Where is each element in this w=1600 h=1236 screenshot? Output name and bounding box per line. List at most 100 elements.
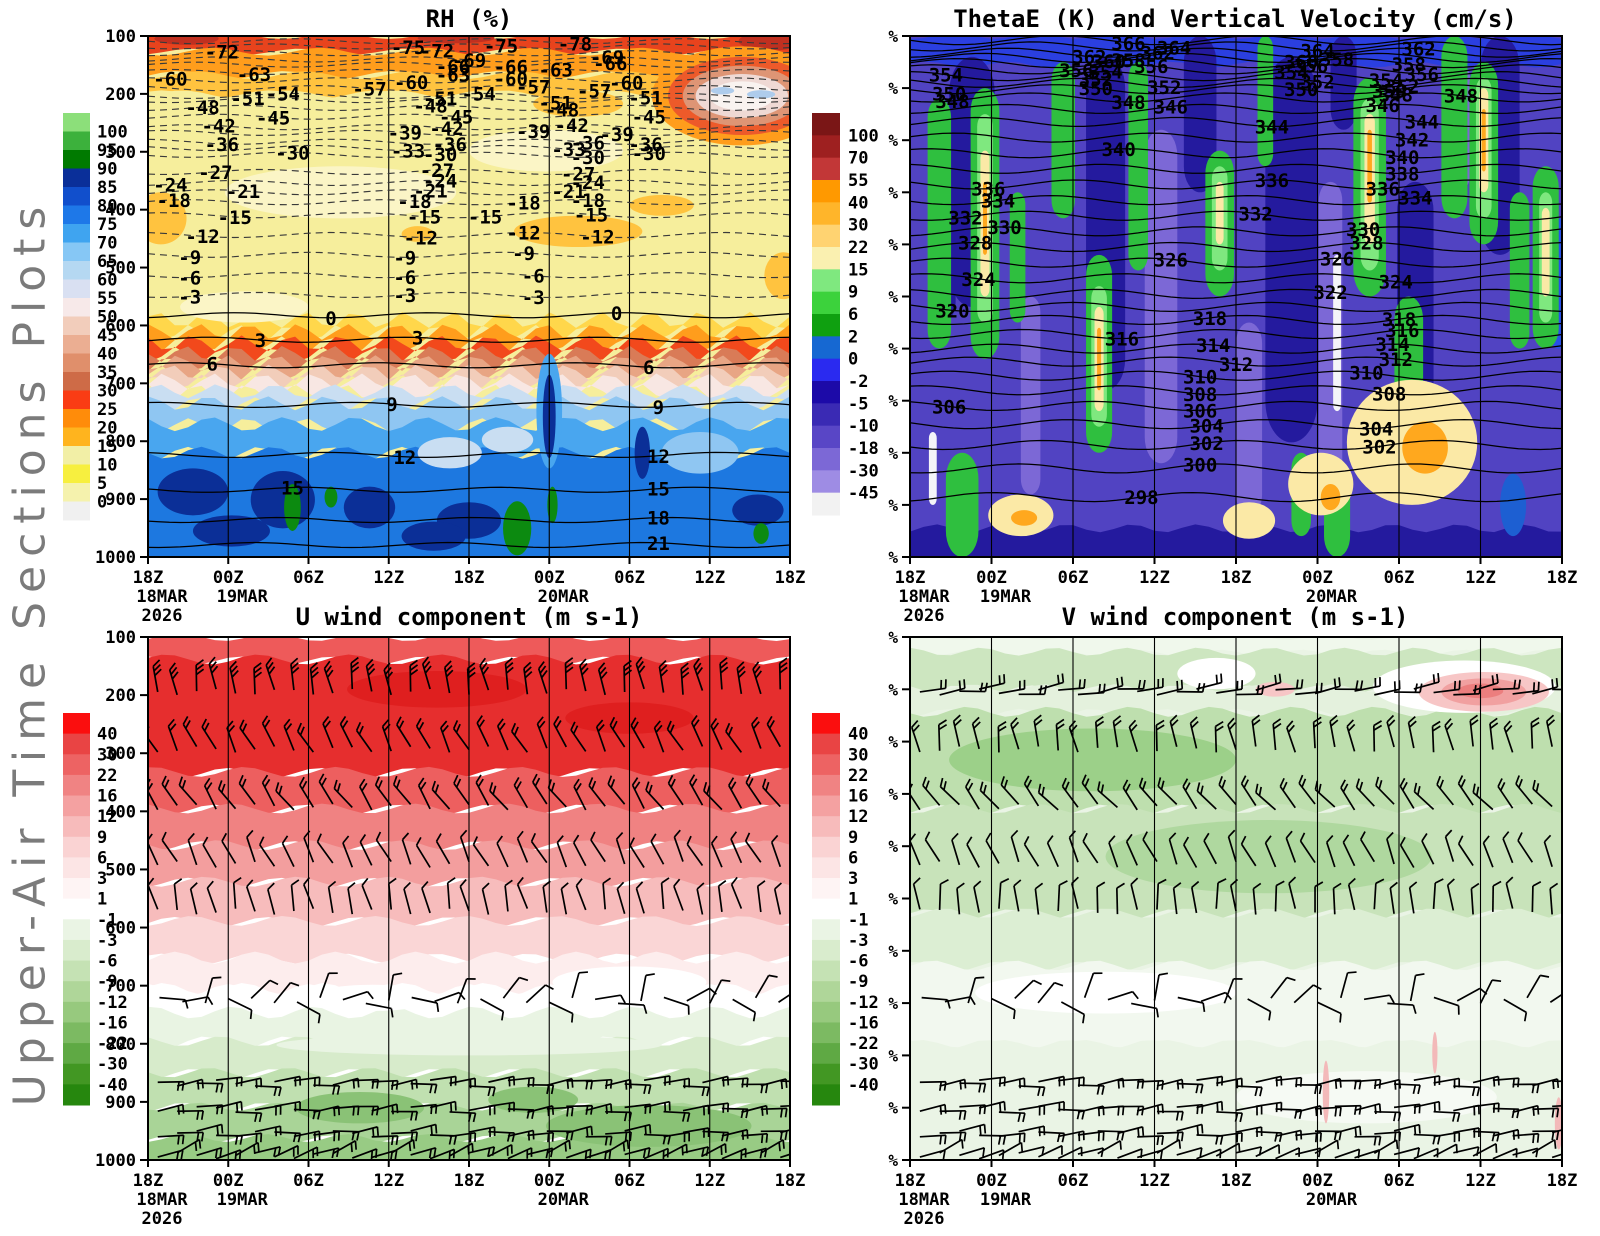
wind-barb (371, 1135, 398, 1138)
wind-barb-tick (1532, 1106, 1535, 1116)
colorbar-label: 9 (848, 283, 858, 303)
wind-barb (1136, 1103, 1163, 1112)
colorbar-label: 90 (97, 160, 117, 180)
time-tick-label: 18Z (775, 1171, 806, 1191)
wind-barb (1433, 1143, 1457, 1158)
wind-barb-tick (310, 662, 318, 670)
contour-line (910, 400, 1562, 412)
wind-barb-tick (669, 724, 675, 734)
wind-barb (1153, 974, 1160, 1001)
wind-barb-tick (959, 1080, 962, 1090)
wind-barb-tick (1444, 829, 1453, 838)
wind-barb-tick (240, 1101, 243, 1111)
wind-barb (702, 1143, 726, 1157)
date-label: 18MAR (898, 1190, 950, 1210)
wind-barb-tick (1041, 1087, 1046, 1097)
field-blob (347, 670, 527, 708)
colorbar-label: 40 (848, 725, 868, 745)
wind-barb-tick (487, 1147, 491, 1157)
y-tick-label: 200 (105, 686, 136, 706)
wind-barb-tick (712, 722, 720, 731)
y-tick-label: % (888, 628, 898, 647)
wind-barb (516, 838, 529, 863)
wind-barb-tick (1251, 714, 1260, 722)
contour-line (910, 163, 1562, 175)
wind-barb (365, 1002, 392, 1010)
wind-barb (254, 1085, 282, 1089)
wind-barb-tick (440, 720, 448, 729)
wind-barb-tick (1168, 832, 1177, 841)
wind-barb (590, 839, 606, 863)
wind-barb-tick (1502, 831, 1510, 840)
wind-barb-tick (1083, 678, 1086, 689)
wind-barb-tick (246, 829, 254, 838)
contour-label: 338 (1385, 163, 1419, 185)
contour-label: 310 (1349, 363, 1383, 385)
wind-barb-tick (336, 1085, 341, 1095)
contour-line (910, 92, 1562, 103)
wind-barb-tick (445, 669, 454, 678)
colorbar-label: -18 (848, 439, 879, 459)
wind-barb (1038, 1131, 1065, 1135)
wind-barb-tick (736, 661, 745, 669)
wind-barb-tick (720, 666, 729, 674)
wind-barb (215, 1076, 243, 1081)
wind-barb-tick (492, 1087, 496, 1097)
wind-barb (313, 1084, 340, 1087)
wind-barb (635, 888, 645, 914)
date-label: 18MAR (136, 1190, 188, 1210)
wind-barb-tick (620, 994, 626, 1004)
wind-barb-tick (998, 1102, 1002, 1112)
wind-barb-tick (1387, 719, 1396, 728)
wind-barb-tick (660, 669, 669, 677)
wind-barb (1453, 1127, 1480, 1134)
contour-line (910, 418, 1562, 430)
colorbar-segment (63, 1001, 90, 1023)
wind-barb-tick (202, 836, 209, 846)
wind-barb-tick (738, 670, 746, 679)
wind-barb-tick (765, 1133, 769, 1143)
wind-barb (148, 789, 159, 811)
wind-barb-tick (805, 1081, 807, 1090)
colorbar-segment (812, 774, 840, 797)
wind-barb (347, 888, 354, 915)
wind-barb (1512, 1104, 1538, 1114)
wind-barb (1505, 883, 1514, 909)
wind-barb-tick (975, 976, 985, 979)
wind-barb-tick (1130, 724, 1138, 732)
contour-label: -3 (393, 285, 416, 307)
contour-label: 336 (971, 179, 1005, 201)
wind-barb-tick (752, 721, 760, 730)
wind-barb (351, 1148, 377, 1159)
contour-line (148, 312, 790, 319)
wind-barb-tick (1034, 882, 1044, 890)
wind-barb (359, 841, 373, 866)
time-tick-label: 12Z (1465, 1171, 1496, 1191)
contour-label: 310 (1183, 367, 1217, 389)
time-tick-label: 12Z (1139, 1171, 1170, 1191)
wind-barb-tick (1155, 1008, 1159, 1018)
contour-label: -51 (423, 88, 457, 110)
wind-barb (1473, 1130, 1500, 1134)
wind-barb-tick (355, 721, 362, 731)
contour-label: 316 (1385, 320, 1419, 342)
wind-barb-tick (580, 663, 588, 671)
wind-barb-tick (1196, 1125, 1199, 1135)
wind-barb (1453, 1085, 1480, 1089)
wind-barb-tick (178, 776, 184, 786)
wind-barb-tick (1272, 718, 1282, 725)
wind-barb-tick (540, 669, 548, 679)
wind-barb (686, 987, 711, 1002)
wind-barb (488, 1075, 515, 1083)
wind-barb-tick (1469, 714, 1479, 722)
wind-barb-tick (1010, 717, 1018, 725)
wind-barb (1264, 842, 1277, 868)
wind-barb-tick (415, 717, 422, 727)
wind-barb-tick (241, 778, 247, 788)
time-tick-label: 18Z (895, 1171, 926, 1191)
wind-barb-tick (1447, 878, 1455, 886)
wind-barb-tick (647, 1147, 651, 1157)
contour-label: -60 (609, 73, 643, 95)
contour-line (910, 241, 1562, 253)
wind-barb-tick (1360, 831, 1366, 840)
